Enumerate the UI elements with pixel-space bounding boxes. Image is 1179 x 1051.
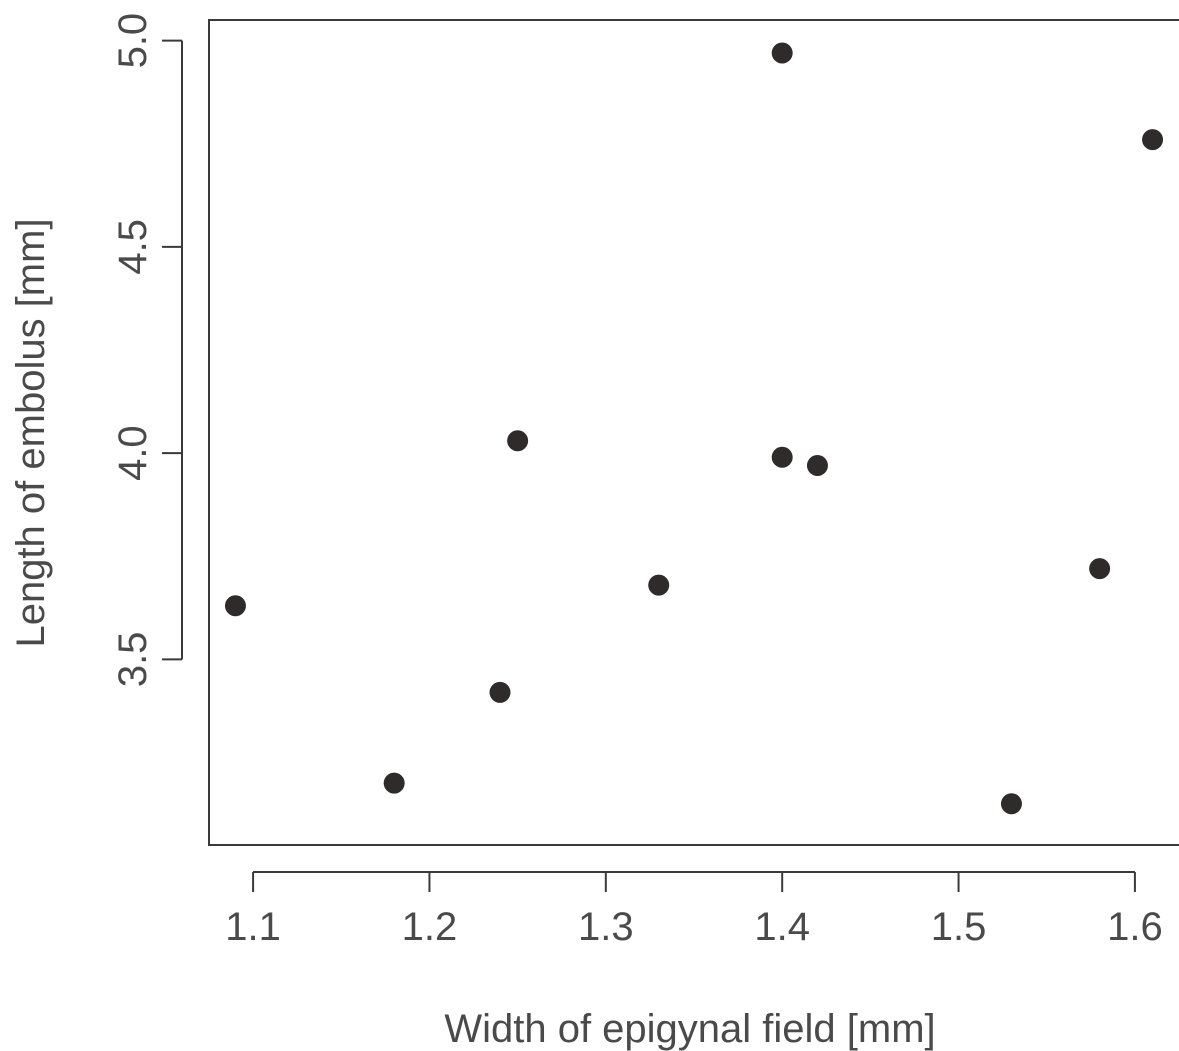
data-point xyxy=(507,430,529,452)
data-point xyxy=(648,574,670,596)
data-point xyxy=(771,42,793,64)
x-tick-label: 1.5 xyxy=(931,905,987,949)
data-points xyxy=(224,42,1164,815)
y-tick-label: 4.0 xyxy=(111,425,155,481)
y-tick-label: 4.5 xyxy=(111,219,155,275)
x-tick-label: 1.3 xyxy=(578,905,634,949)
x-tick-label: 1.6 xyxy=(1107,905,1163,949)
y-axis-label: Length of embolus [mm] xyxy=(9,218,53,647)
plot-frame xyxy=(208,19,1179,846)
x-axis-label: Width of epigynal field [mm] xyxy=(444,1007,935,1051)
y-tick-label: 5.0 xyxy=(111,13,155,69)
data-point xyxy=(224,595,246,617)
data-point xyxy=(806,455,828,476)
x-tick-label: 1.4 xyxy=(754,905,810,949)
data-point xyxy=(1000,793,1022,815)
data-point xyxy=(1142,129,1164,151)
x-tick-label: 1.2 xyxy=(402,905,458,949)
x-tick-label: 1.1 xyxy=(225,905,281,949)
data-point xyxy=(383,772,405,794)
y-tick-label: 3.5 xyxy=(111,632,155,688)
y-axis: 3.5 4.0 4.5 5.0 xyxy=(111,13,183,688)
data-point xyxy=(1089,558,1111,580)
data-point xyxy=(771,446,793,468)
x-axis: 1.1 1.2 1.3 1.4 1.5 1.6 xyxy=(225,871,1163,949)
plot-box xyxy=(208,19,1179,846)
data-point xyxy=(489,681,511,703)
